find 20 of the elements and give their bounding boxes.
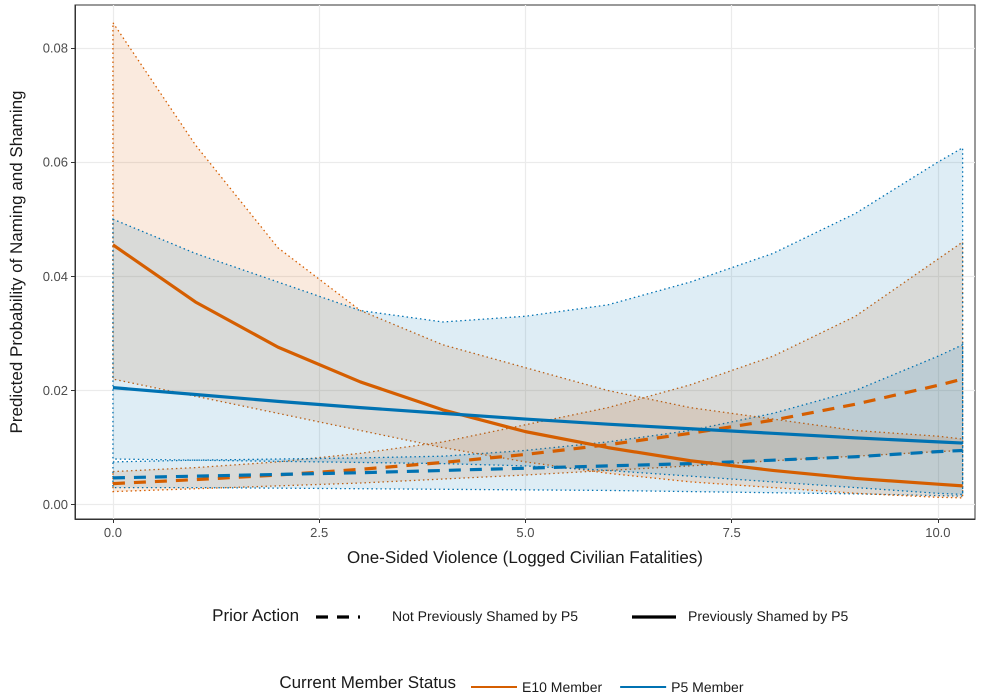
line-series [111,386,964,445]
x-tick-label: 7.5 [722,525,741,540]
x-tick-label: 0.0 [104,525,122,540]
x-tick-label: 2.5 [310,525,328,540]
y-tick-label: 0.00 [42,497,68,512]
text: Previously Shamed by P5 [688,608,849,624]
y-tick-label: 0.08 [42,40,68,56]
text: Prior Action [212,606,300,625]
y-tick-label: 0.06 [42,154,68,170]
text: Not Previously Shamed by P5 [392,608,578,624]
legend-label: P5 Member [671,679,744,695]
legend-title: Current Member Status [279,673,456,692]
x-tick-label: 5.0 [516,525,534,540]
x-axis-title: One-Sided Violence (Logged Civilian Fatalities) [347,548,703,567]
y-axis-title: Predicted Probability of Naming and Shaming [7,90,26,434]
y-tick-label: 0.02 [42,383,68,398]
x-tick-label: 10.0 [925,525,951,540]
legend-label: E10 Member [522,679,602,695]
y-tick-label: 0.04 [42,268,68,284]
line-series [111,448,964,480]
